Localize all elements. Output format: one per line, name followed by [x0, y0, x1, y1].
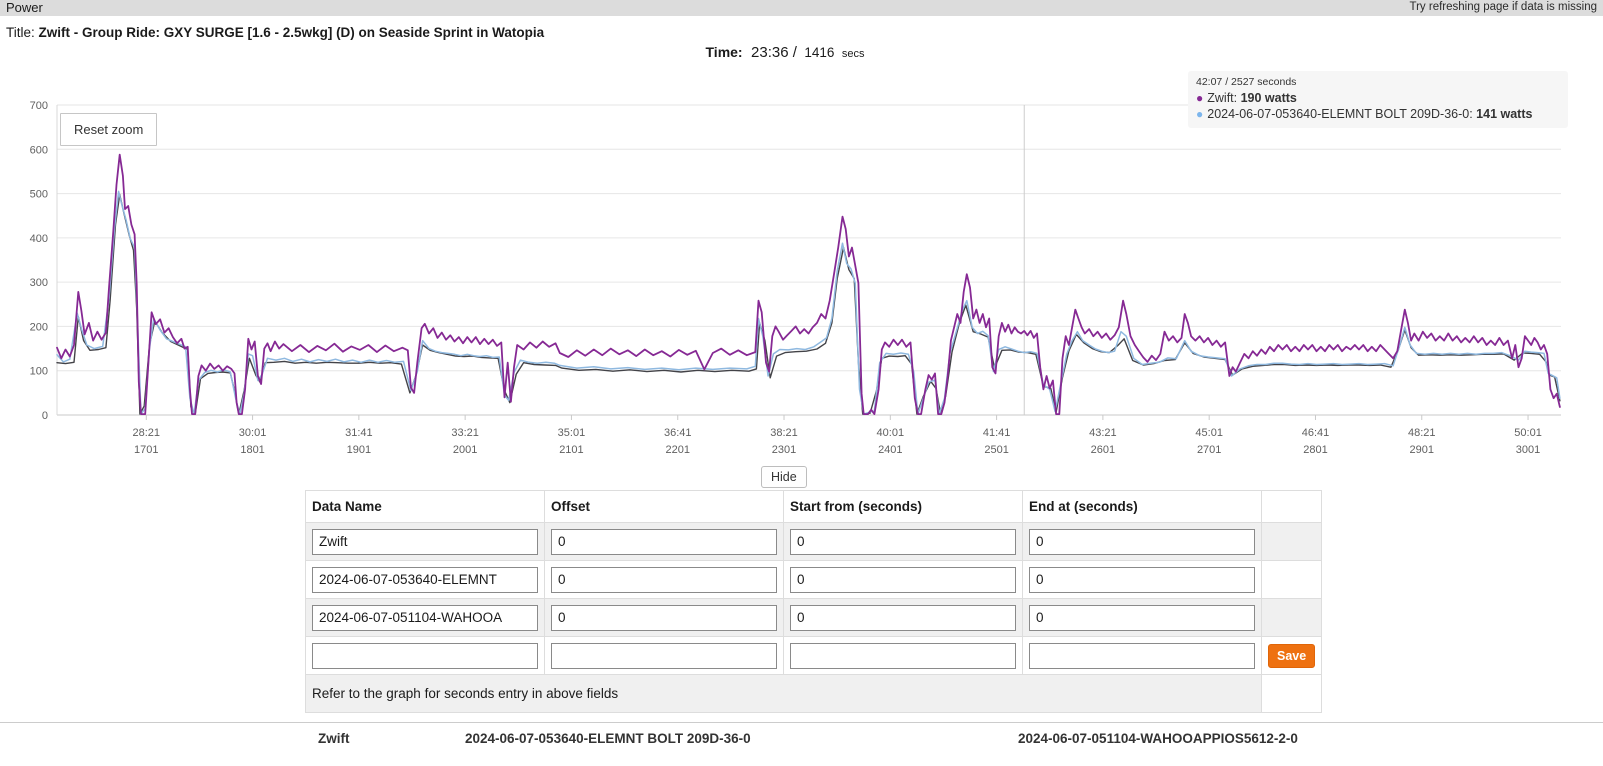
svg-text:500: 500 [30, 189, 48, 201]
svg-text:2801: 2801 [1303, 444, 1327, 456]
chart-tooltip: 42:07 / 2527 seconds ● Zwift: 190 watts ●… [1188, 71, 1568, 128]
svg-text:43:21: 43:21 [1089, 427, 1117, 439]
start-from-input[interactable] [790, 566, 1016, 593]
offset-input[interactable] [551, 566, 777, 593]
svg-text:28:21: 28:21 [133, 427, 161, 439]
svg-text:2301: 2301 [772, 444, 796, 456]
svg-text:46:41: 46:41 [1302, 427, 1330, 439]
time-label: Time: [705, 44, 743, 60]
table-note-row: Refer to the graph for seconds entry in … [305, 674, 1323, 713]
svg-text:38:21: 38:21 [770, 427, 798, 439]
activity-time: Time: 23:36 / 1416 secs [0, 44, 1570, 62]
col-header-data-name: Data Name [305, 490, 545, 523]
reset-zoom-button[interactable]: Reset zoom [60, 113, 158, 146]
time-total-seconds: 1416 [804, 45, 835, 60]
svg-text:2001: 2001 [453, 444, 477, 456]
offset-input[interactable] [551, 528, 777, 555]
end-at-input[interactable] [1029, 604, 1255, 631]
table-note: Refer to the graph for seconds entry in … [305, 674, 1262, 713]
svg-text:3001: 3001 [1516, 444, 1540, 456]
table-row [305, 560, 1323, 599]
time-current: 23:36 / [751, 44, 797, 61]
hide-table-button[interactable]: Hide [761, 466, 807, 488]
page-title: Power [6, 0, 43, 15]
data-name-input[interactable] [312, 566, 538, 593]
svg-text:0: 0 [42, 410, 48, 422]
svg-text:2501: 2501 [984, 444, 1008, 456]
legend-item-zwift[interactable]: Zwift [318, 731, 350, 746]
start-from-input[interactable] [790, 642, 1016, 669]
col-header-end: End at (seconds) [1022, 490, 1262, 523]
time-unit: secs [841, 48, 865, 60]
series-marker-icon: ● [1196, 91, 1204, 105]
svg-text:300: 300 [30, 277, 48, 289]
svg-text:41:41: 41:41 [983, 427, 1011, 439]
svg-text:400: 400 [30, 233, 48, 245]
activity-title: Title: Zwift - Group Ride: GXY SURGE [1.… [6, 25, 544, 40]
svg-text:700: 700 [30, 100, 48, 112]
svg-text:1801: 1801 [240, 444, 264, 456]
data-name-input[interactable] [312, 604, 538, 631]
tooltip-series-zwift: ● Zwift: 190 watts [1196, 91, 1297, 105]
svg-text:31:41: 31:41 [345, 427, 373, 439]
legend-item-elemnt[interactable]: 2024-06-07-053640-ELEMNT BOLT 209D-36-0 [465, 731, 751, 746]
svg-text:1901: 1901 [347, 444, 371, 456]
tooltip-series-elemnt: ● 2024-06-07-053640-ELEMNT BOLT 209D-36-0… [1196, 107, 1533, 121]
offset-input[interactable] [551, 642, 777, 669]
svg-text:2201: 2201 [665, 444, 689, 456]
refresh-hint: Try refreshing page if data is missing [1409, 1, 1598, 13]
top-bar: Power Try refreshing page if data is mis… [0, 0, 1603, 16]
table-row [305, 522, 1323, 561]
svg-text:36:41: 36:41 [664, 427, 692, 439]
svg-text:35:01: 35:01 [558, 427, 586, 439]
offset-config-table: Data Name Offset Start from (seconds) En… [305, 490, 1323, 713]
col-header-offset: Offset [544, 490, 784, 523]
title-label: Title: [6, 25, 35, 40]
svg-text:2401: 2401 [878, 444, 902, 456]
svg-text:2901: 2901 [1410, 444, 1434, 456]
data-name-input[interactable] [312, 528, 538, 555]
table-row [305, 598, 1323, 637]
svg-text:2101: 2101 [559, 444, 583, 456]
svg-text:600: 600 [30, 144, 48, 156]
end-at-input[interactable] [1029, 642, 1255, 669]
chart-legend-footer: Zwift 2024-06-07-053640-ELEMNT BOLT 209D… [0, 722, 1603, 766]
svg-text:1701: 1701 [134, 444, 158, 456]
start-from-input[interactable] [790, 528, 1016, 555]
svg-text:40:01: 40:01 [877, 427, 905, 439]
svg-text:100: 100 [30, 366, 48, 378]
end-at-input[interactable] [1029, 528, 1255, 555]
series-marker-icon: ● [1196, 107, 1204, 121]
end-at-input[interactable] [1029, 566, 1255, 593]
data-name-input[interactable] [312, 642, 538, 669]
offset-input[interactable] [551, 604, 777, 631]
svg-text:2701: 2701 [1197, 444, 1221, 456]
svg-text:2601: 2601 [1091, 444, 1115, 456]
svg-text:50:01: 50:01 [1514, 427, 1542, 439]
power-line-chart[interactable]: 0 100 200 300 400 500 600 700 28:21 1701 30:01 1801… [0, 95, 1570, 465]
svg-text:45:01: 45:01 [1195, 427, 1223, 439]
table-row: Save [305, 636, 1323, 675]
col-header-actions [1260, 490, 1323, 523]
svg-text:30:01: 30:01 [239, 427, 267, 439]
col-header-start: Start from (seconds) [783, 490, 1023, 523]
save-button[interactable]: Save [1268, 643, 1316, 668]
legend-item-wahoo[interactable]: 2024-06-07-051104-WAHOOAPPIOS5612-2-0 [1018, 731, 1298, 746]
svg-text:48:21: 48:21 [1408, 427, 1436, 439]
start-from-input[interactable] [790, 604, 1016, 631]
title-text: Zwift - Group Ride: GXY SURGE [1.6 - 2.5… [38, 25, 545, 40]
svg-text:33:21: 33:21 [451, 427, 479, 439]
tooltip-time: 42:07 / 2527 seconds [1196, 76, 1297, 88]
svg-text:200: 200 [30, 321, 48, 333]
table-header-row: Data Name Offset Start from (seconds) En… [305, 490, 1323, 523]
